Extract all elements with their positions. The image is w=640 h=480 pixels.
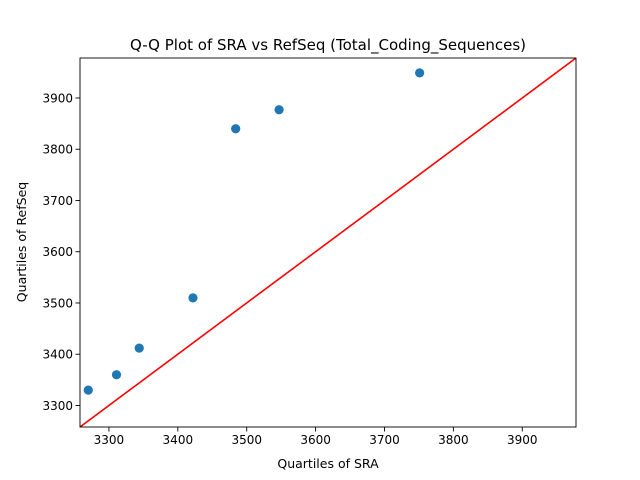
x-tick-label: 3900	[507, 433, 538, 447]
data-point	[274, 105, 284, 115]
x-axis-ticks: 3300 3400 3500 3600 3700 3800 3900	[94, 427, 538, 447]
y-tick-label: 3800	[42, 143, 73, 157]
chart-title: Q-Q Plot of SRA vs RefSeq (Total_Coding_…	[130, 36, 526, 55]
data-point	[83, 385, 93, 395]
y-tick-label: 3900	[42, 91, 73, 105]
data-point	[134, 343, 144, 353]
y-axis-ticks: 3300 3400 3500 3600 3700 3800 3900	[42, 91, 80, 413]
x-tick-label: 3300	[94, 433, 125, 447]
y-tick-label: 3600	[42, 245, 73, 259]
plot-frame	[79, 57, 577, 428]
x-tick-label: 3800	[438, 433, 469, 447]
y-axis-label: Quartiles of RefSeq	[14, 182, 29, 302]
x-tick-label: 3500	[231, 433, 262, 447]
reference-line	[80, 58, 576, 427]
data-point	[415, 68, 425, 78]
y-tick-label: 3500	[42, 296, 73, 310]
data-point	[231, 124, 241, 134]
x-axis-label: Quartiles of SRA	[277, 456, 379, 471]
x-tick-label: 3400	[163, 433, 194, 447]
y-tick-label: 3700	[42, 194, 73, 208]
data-point	[111, 370, 122, 380]
plot-area	[79, 57, 577, 428]
y-tick-label: 3400	[42, 348, 73, 362]
x-tick-label: 3700	[369, 433, 400, 447]
data-point	[188, 293, 198, 303]
y-tick-label: 3300	[42, 399, 73, 413]
x-tick-label: 3600	[300, 433, 331, 447]
